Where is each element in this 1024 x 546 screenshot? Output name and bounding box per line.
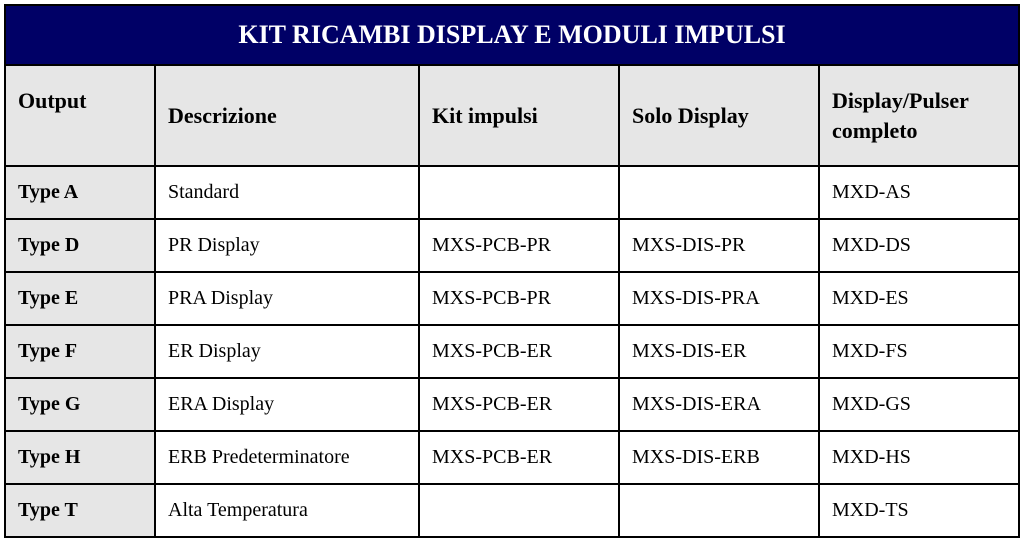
- header-descrizione: Descrizione: [156, 66, 420, 165]
- cell-output: Type E: [6, 273, 156, 324]
- cell-descrizione: ERA Display: [156, 379, 420, 430]
- cell-solo-display: [620, 485, 820, 536]
- table-row: Type H ERB Predeterminatore MXS-PCB-ER M…: [6, 432, 1018, 485]
- cell-output: Type H: [6, 432, 156, 483]
- cell-descrizione: Alta Temperatura: [156, 485, 420, 536]
- table-row: Type G ERA Display MXS-PCB-ER MXS-DIS-ER…: [6, 379, 1018, 432]
- cell-solo-display: MXS-DIS-ERA: [620, 379, 820, 430]
- table-header-row: Output Descrizione Kit impulsi Solo Disp…: [6, 66, 1018, 167]
- table-row: Type E PRA Display MXS-PCB-PR MXS-DIS-PR…: [6, 273, 1018, 326]
- cell-kit-impulsi: MXS-PCB-ER: [420, 326, 620, 377]
- header-display-pulser-completo: Display/Pulser completo: [820, 66, 1018, 165]
- cell-output: Type G: [6, 379, 156, 430]
- cell-solo-display: MXS-DIS-PRA: [620, 273, 820, 324]
- cell-display-pulser: MXD-FS: [820, 326, 1018, 377]
- parts-table: KIT RICAMBI DISPLAY E MODULI IMPULSI Out…: [4, 4, 1020, 538]
- cell-output: Type D: [6, 220, 156, 271]
- cell-kit-impulsi: MXS-PCB-ER: [420, 379, 620, 430]
- cell-kit-impulsi: [420, 485, 620, 536]
- cell-kit-impulsi: MXS-PCB-PR: [420, 273, 620, 324]
- table-row: Type D PR Display MXS-PCB-PR MXS-DIS-PR …: [6, 220, 1018, 273]
- cell-solo-display: MXS-DIS-ERB: [620, 432, 820, 483]
- header-kit-impulsi: Kit impulsi: [420, 66, 620, 165]
- header-solo-display: Solo Display: [620, 66, 820, 165]
- cell-solo-display: [620, 167, 820, 218]
- table-row: Type F ER Display MXS-PCB-ER MXS-DIS-ER …: [6, 326, 1018, 379]
- cell-display-pulser: MXD-AS: [820, 167, 1018, 218]
- cell-descrizione: ERB Predeterminatore: [156, 432, 420, 483]
- cell-display-pulser: MXD-HS: [820, 432, 1018, 483]
- cell-kit-impulsi: MXS-PCB-ER: [420, 432, 620, 483]
- cell-descrizione: PRA Display: [156, 273, 420, 324]
- cell-descrizione: PR Display: [156, 220, 420, 271]
- cell-kit-impulsi: [420, 167, 620, 218]
- cell-solo-display: MXS-DIS-PR: [620, 220, 820, 271]
- cell-display-pulser: MXD-ES: [820, 273, 1018, 324]
- cell-output: Type F: [6, 326, 156, 377]
- table-row: Type T Alta Temperatura MXD-TS: [6, 485, 1018, 536]
- cell-output: Type T: [6, 485, 156, 536]
- cell-descrizione: ER Display: [156, 326, 420, 377]
- cell-display-pulser: MXD-TS: [820, 485, 1018, 536]
- cell-output: Type A: [6, 167, 156, 218]
- table-title: KIT RICAMBI DISPLAY E MODULI IMPULSI: [6, 6, 1018, 66]
- cell-kit-impulsi: MXS-PCB-PR: [420, 220, 620, 271]
- table-row: Type A Standard MXD-AS: [6, 167, 1018, 220]
- cell-descrizione: Standard: [156, 167, 420, 218]
- cell-display-pulser: MXD-DS: [820, 220, 1018, 271]
- cell-display-pulser: MXD-GS: [820, 379, 1018, 430]
- cell-solo-display: MXS-DIS-ER: [620, 326, 820, 377]
- header-output: Output: [6, 66, 156, 165]
